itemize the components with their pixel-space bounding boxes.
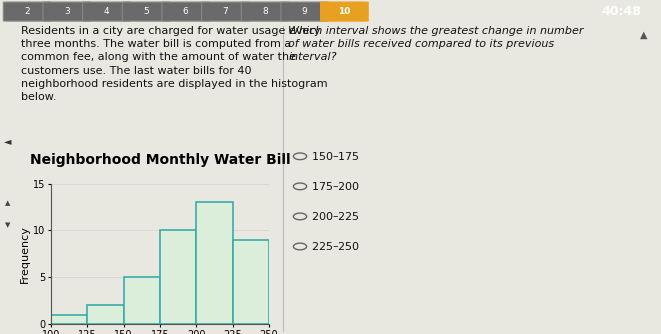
Text: 8: 8 xyxy=(262,7,268,16)
FancyBboxPatch shape xyxy=(281,2,329,21)
Text: 10: 10 xyxy=(338,7,350,16)
Text: 3: 3 xyxy=(64,7,69,16)
Y-axis label: Frequency: Frequency xyxy=(20,225,30,283)
Bar xyxy=(196,202,233,324)
Bar xyxy=(87,305,124,324)
Text: 7: 7 xyxy=(223,7,228,16)
Text: 40:48: 40:48 xyxy=(602,5,641,18)
Text: $225–$250: $225–$250 xyxy=(311,240,360,253)
Text: ▲: ▲ xyxy=(641,29,648,39)
FancyBboxPatch shape xyxy=(202,2,249,21)
Text: 2: 2 xyxy=(24,7,30,16)
FancyBboxPatch shape xyxy=(43,2,91,21)
Bar xyxy=(160,230,196,324)
Text: ▲: ▲ xyxy=(5,200,10,206)
FancyBboxPatch shape xyxy=(162,2,210,21)
FancyBboxPatch shape xyxy=(241,2,289,21)
Text: $150–$175: $150–$175 xyxy=(311,150,360,162)
Text: Residents in a city are charged for water usage every
three months. The water bi: Residents in a city are charged for wate… xyxy=(21,26,328,102)
FancyBboxPatch shape xyxy=(83,2,130,21)
Text: ◄: ◄ xyxy=(3,136,11,146)
Text: 4: 4 xyxy=(104,7,109,16)
Text: Which interval shows the greatest change in number
of water bills received compa: Which interval shows the greatest change… xyxy=(288,26,584,62)
Text: 5: 5 xyxy=(143,7,149,16)
Text: Neighborhood Monthly Water Bill: Neighborhood Monthly Water Bill xyxy=(30,153,290,167)
Bar xyxy=(124,277,160,324)
Text: 6: 6 xyxy=(183,7,188,16)
Bar xyxy=(51,315,87,324)
FancyBboxPatch shape xyxy=(122,2,170,21)
Bar xyxy=(233,240,269,324)
Text: $175–$200: $175–$200 xyxy=(311,180,360,192)
Text: ▼: ▼ xyxy=(5,222,10,228)
FancyBboxPatch shape xyxy=(321,2,368,21)
FancyBboxPatch shape xyxy=(3,2,51,21)
Text: $200–$225: $200–$225 xyxy=(311,210,360,222)
Text: 9: 9 xyxy=(302,7,307,16)
